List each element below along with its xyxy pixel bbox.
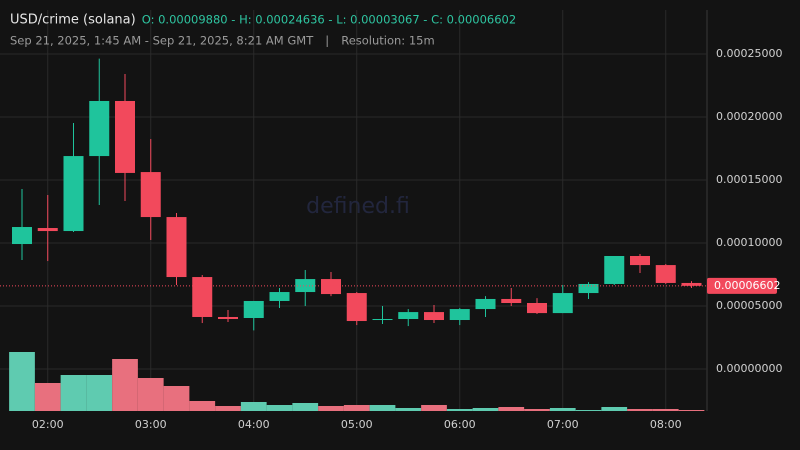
x-tick-label: 07:00 [547, 418, 579, 431]
x-tick-label: 08:00 [650, 418, 682, 431]
volume-bar [9, 352, 35, 411]
candle-body [269, 292, 290, 301]
y-tick-label: 0.00010000 [716, 236, 782, 249]
x-tick-label: 03:00 [135, 418, 167, 431]
volume-bar [627, 409, 653, 411]
volume-bar [421, 405, 447, 411]
volume-bar [472, 408, 499, 411]
last-price-label: 0.00006602 [714, 279, 780, 292]
y-tick-label: 0.00005000 [716, 299, 782, 312]
volume-bar [318, 406, 344, 411]
candle-body [140, 172, 161, 218]
candle-body [295, 279, 316, 293]
candle-body [527, 302, 547, 314]
volume-bar [549, 408, 576, 411]
candle-body [398, 312, 419, 320]
x-tick-label: 06:00 [444, 418, 476, 431]
volume-bar [163, 386, 190, 411]
x-tick-label: 02:00 [32, 418, 64, 431]
y-tick-label: 0.00025000 [716, 47, 782, 60]
candle-body [12, 227, 32, 245]
volume-bar [112, 359, 138, 411]
candle-body [192, 277, 213, 317]
volume-bar [189, 401, 216, 411]
candle-body [166, 217, 187, 278]
candle-body [218, 316, 238, 320]
candle-body [346, 293, 367, 322]
watermark: defined.fi [306, 194, 410, 219]
volume-bar [524, 409, 550, 411]
volume-bar [86, 375, 113, 411]
candle-body [604, 255, 625, 284]
volume-bar [395, 408, 422, 411]
candle-body [449, 309, 470, 321]
volume-bar [652, 409, 679, 411]
volume-bar [369, 405, 396, 411]
candle-body [243, 300, 264, 318]
candle-body [578, 283, 599, 294]
volume-bar [678, 410, 705, 411]
volume-bar [60, 375, 87, 411]
x-tick-label: 05:00 [341, 418, 373, 431]
volume-bar [446, 409, 473, 411]
y-tick-label: 0.00020000 [716, 110, 782, 123]
volume-bar [601, 407, 628, 411]
volume-bar [240, 402, 267, 411]
chart-title: USD/crime (solana) [10, 13, 136, 28]
volume-bar [215, 406, 241, 411]
candle-body [655, 265, 676, 283]
candle-body [115, 100, 135, 173]
subtitle: Sep 21, 2025, 1:45 AM - Sep 21, 2025, 8:… [10, 34, 314, 48]
candle-body [321, 279, 341, 295]
candle-body [501, 298, 522, 303]
volume-bar [34, 383, 61, 411]
separator: | [325, 34, 329, 48]
volume-bar [575, 410, 602, 411]
resolution: Resolution: 15m [341, 34, 434, 48]
candle-body [552, 293, 573, 314]
last-price-badge [707, 277, 777, 294]
volume-bar [137, 378, 164, 411]
volume-bar [498, 407, 525, 411]
volume-bar [266, 405, 293, 411]
candle-body [89, 100, 110, 157]
y-tick-label: 0.00015000 [716, 173, 782, 186]
y-tick-label: 0.00000000 [716, 362, 782, 375]
candle-body [37, 228, 58, 232]
volume-bar [292, 403, 319, 411]
candle-body [372, 319, 393, 321]
candle-body [681, 282, 702, 286]
candle-body [475, 298, 496, 310]
candle-body [630, 255, 650, 266]
volume-bar [343, 405, 370, 411]
candle-body [424, 312, 444, 321]
x-tick-label: 04:00 [238, 418, 270, 431]
ohlc-summary: O: 0.00009880 - H: 0.00024636 - L: 0.000… [142, 13, 516, 27]
candle-body [63, 156, 84, 232]
